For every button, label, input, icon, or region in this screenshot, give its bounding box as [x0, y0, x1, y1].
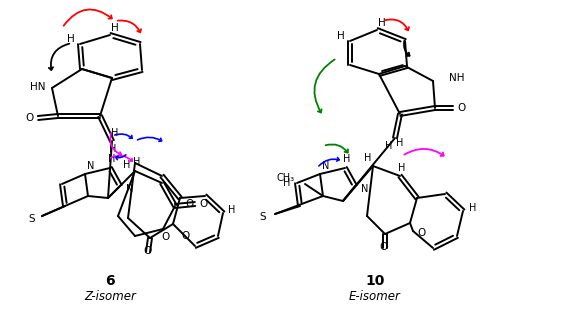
- Text: O: O: [458, 103, 466, 113]
- Text: CH₃: CH₃: [277, 173, 295, 183]
- Text: 6: 6: [105, 274, 115, 288]
- Text: H: H: [385, 141, 393, 151]
- Text: O: O: [185, 199, 193, 209]
- Text: H: H: [337, 31, 345, 41]
- Text: H: H: [133, 157, 141, 167]
- Text: NH: NH: [449, 73, 465, 83]
- Text: O: O: [379, 242, 387, 252]
- Text: H: H: [108, 154, 116, 164]
- Text: H: H: [398, 163, 406, 173]
- Text: H: H: [283, 178, 290, 188]
- Text: N: N: [87, 161, 95, 171]
- Text: O: O: [200, 199, 208, 209]
- Text: O: O: [161, 232, 169, 242]
- Text: 10: 10: [365, 274, 385, 288]
- Text: S: S: [29, 214, 35, 224]
- Text: H: H: [67, 34, 75, 44]
- Text: HN: HN: [30, 82, 46, 92]
- Text: Z-isomer: Z-isomer: [84, 289, 136, 303]
- Text: N: N: [361, 184, 368, 194]
- Text: O: O: [26, 113, 34, 123]
- Text: E-isomer: E-isomer: [349, 289, 401, 303]
- Text: H: H: [111, 23, 119, 33]
- Text: H: H: [111, 128, 119, 138]
- Text: S: S: [260, 212, 266, 222]
- Text: O: O: [181, 231, 189, 241]
- Text: H: H: [123, 160, 131, 170]
- Text: N: N: [322, 161, 329, 171]
- Text: O: O: [144, 246, 152, 256]
- Text: H: H: [396, 138, 404, 148]
- Text: N: N: [126, 184, 133, 194]
- Text: H: H: [378, 18, 386, 28]
- Text: H: H: [109, 144, 116, 154]
- Text: H: H: [343, 154, 350, 164]
- Text: H: H: [469, 203, 477, 213]
- Text: H: H: [228, 205, 236, 215]
- Text: O: O: [418, 228, 426, 238]
- Text: H: H: [365, 153, 372, 163]
